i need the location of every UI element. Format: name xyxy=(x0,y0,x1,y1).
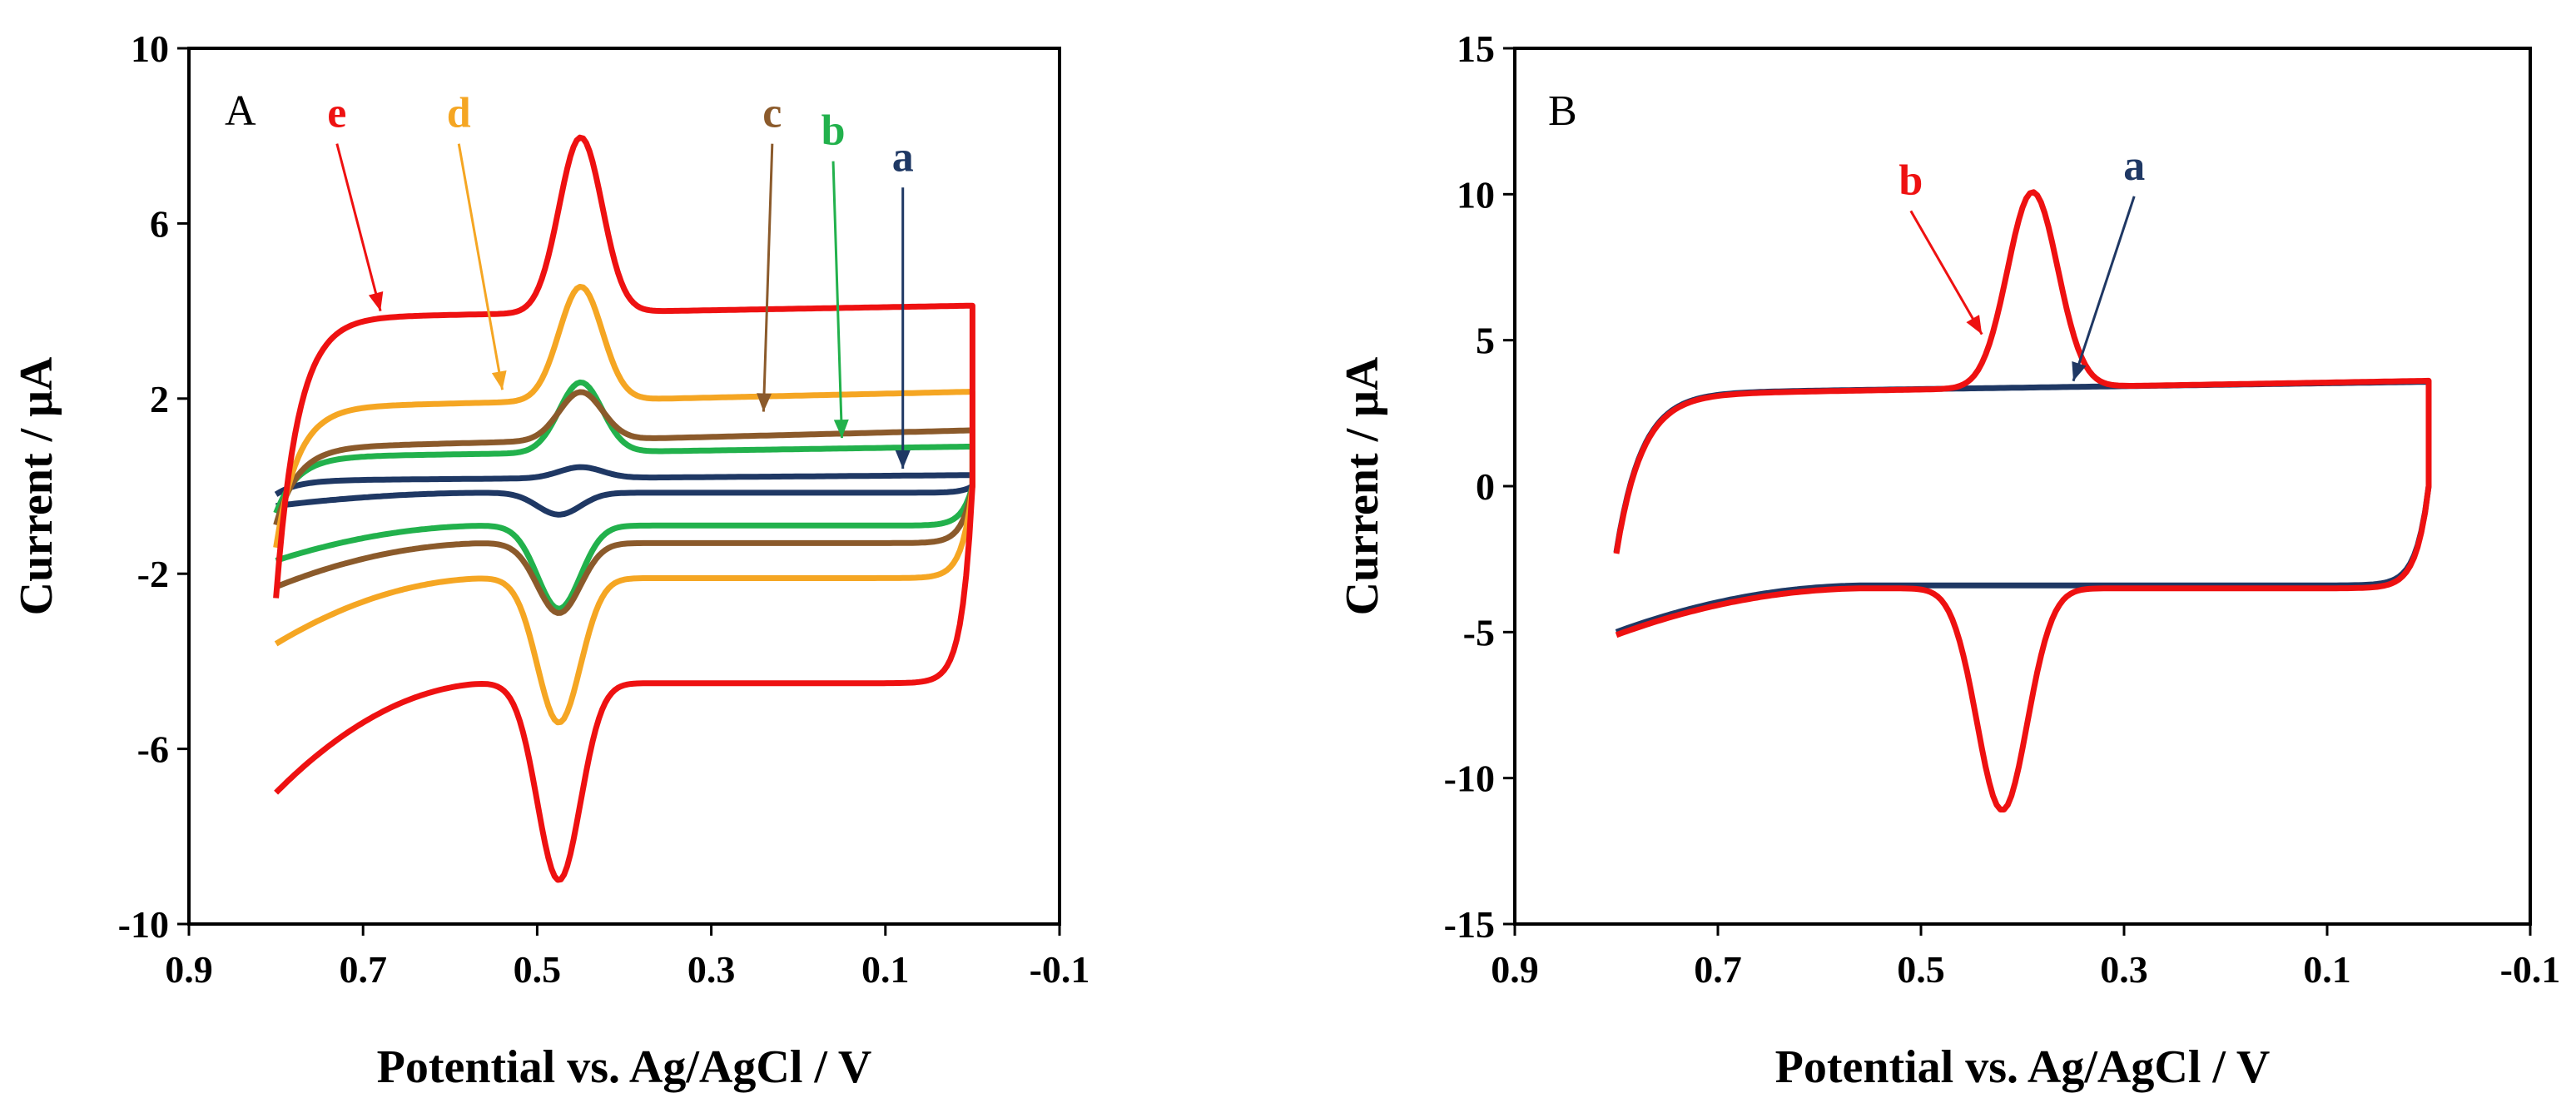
panel-b-ticks: 0.9 0.7 0.5 0.3 0.1 -0.1 15 10 5 0 -5 -10 -15 xyxy=(1444,27,2561,991)
panel-a-letter: A xyxy=(225,87,256,135)
panel-b-y-tick-label: 15 xyxy=(1457,27,1495,70)
panel-a-arrowhead-d xyxy=(491,370,507,390)
panel-b-letter: B xyxy=(1548,87,1577,135)
panel-a: A 0.9 0.7 0.5 0.3 0.1 -0.1 10 6 2 -2 -6 -10 abc d e P… xyxy=(11,27,1089,1093)
panel-a-label-e: e xyxy=(327,90,346,137)
panel-a-arrow-d xyxy=(457,143,504,390)
panel-b-arrow-a xyxy=(2072,196,2136,382)
panel-a-curve-d xyxy=(273,284,975,726)
panel-b-x-tick-label: 0.7 xyxy=(1694,948,1742,991)
panel-a-ticks: 0.9 0.7 0.5 0.3 0.1 -0.1 10 6 2 -2 -6 -10 xyxy=(118,27,1090,991)
panel-b-plot-frame xyxy=(1513,47,2532,926)
panel-a-x-tick-label: 0.5 xyxy=(514,948,562,991)
panel-a-y-tick-label: 2 xyxy=(150,378,169,420)
panel-a-arrow-e xyxy=(335,143,382,311)
panel-a-x-tick-label: 0.7 xyxy=(339,948,387,991)
panel-b-x-tick-label: -0.1 xyxy=(2500,948,2561,991)
panel-b-curves xyxy=(1613,189,2432,812)
panel-a-label-b: b xyxy=(821,107,846,155)
panel-a-x-tick-label: 0.3 xyxy=(687,948,736,991)
panel-a-arrow-c xyxy=(762,143,774,412)
panel-a-label-c: c xyxy=(762,90,782,137)
panel-b-y-tick-label: -10 xyxy=(1444,758,1495,800)
panel-b-x-tick-label: 0.1 xyxy=(2303,948,2351,991)
panel-a-arrowhead-c xyxy=(757,393,772,412)
panel-b-curve-b xyxy=(1613,189,2432,812)
panel-a-x-axis-title: Potential vs. Ag/AgCl / V xyxy=(377,1041,872,1093)
panel-a-y-tick-label: -6 xyxy=(137,728,169,771)
panel-a-x-tick-label: 0.9 xyxy=(165,948,213,991)
panel-b-arrowhead-b xyxy=(1966,315,1983,335)
panel-a-y-tick-label: 10 xyxy=(131,27,169,70)
panel-b-x-tick-label: 0.9 xyxy=(1491,948,1539,991)
panel-b-curve-a xyxy=(1613,379,2432,635)
panel-b-arrow-b xyxy=(1909,210,1983,335)
panel-a-y-tick-label: -2 xyxy=(137,553,169,595)
panel-b-y-tick-label: 10 xyxy=(1457,173,1495,216)
panel-a-x-tick-label: 0.1 xyxy=(861,948,910,991)
panel-a-label-a: a xyxy=(892,133,914,181)
panel-a-arrow-b xyxy=(831,161,843,439)
panel-a-x-tick-label: -0.1 xyxy=(1030,948,1090,991)
panel-b-y-tick-label: -5 xyxy=(1463,611,1495,653)
panel-b-annotations: ab xyxy=(1898,142,2145,382)
panel-b-x-tick-label: 0.3 xyxy=(2100,948,2148,991)
panel-a-plot-frame xyxy=(187,47,1061,926)
panel-a-y-tick-label: 6 xyxy=(150,202,169,245)
panel-a-label-d: d xyxy=(447,90,471,137)
panel-a-y-tick-label: -10 xyxy=(118,903,169,946)
panel-b-label-b: b xyxy=(1898,157,1923,204)
panel-b-y-tick-label: -15 xyxy=(1444,903,1495,946)
panel-a-annotations: abc d e xyxy=(327,90,914,469)
panel-a-curve-e xyxy=(273,134,975,883)
panel-b-x-axis-title: Potential vs. Ag/AgCl / V xyxy=(1775,1041,2271,1093)
panel-a-curves xyxy=(273,134,975,883)
panel-b-arrowhead-a xyxy=(2072,361,2087,381)
panel-b-y-tick-label: 5 xyxy=(1476,320,1495,362)
panel-b-y-tick-label: 0 xyxy=(1476,465,1495,508)
panel-a-arrowhead-a xyxy=(895,450,911,469)
panel-a-y-axis-title: Current / μA xyxy=(11,356,62,615)
panel-a-arrowhead-e xyxy=(368,291,384,311)
panel-b-y-axis-title: Current / μA xyxy=(1337,356,1388,615)
panel-b-x-tick-label: 0.5 xyxy=(1897,948,1945,991)
panel-a-curve-a xyxy=(274,464,975,518)
panel-b-label-a: a xyxy=(2123,142,2145,190)
panel-a-arrowhead-b xyxy=(833,419,849,439)
